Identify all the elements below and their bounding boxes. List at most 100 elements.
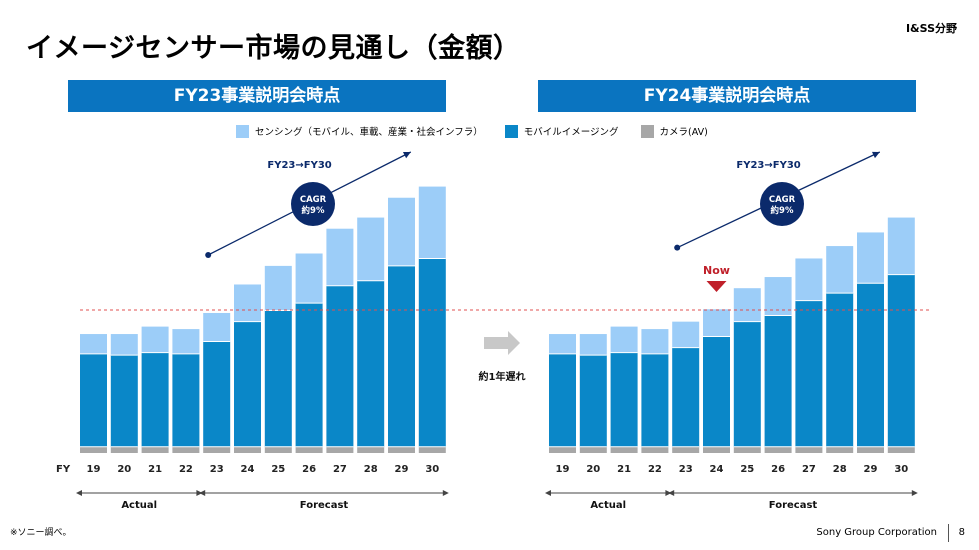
fy24-bar-19-series-0 xyxy=(549,446,576,453)
fy23-bar-27-series-1 xyxy=(326,285,354,447)
fy24-cagr-value: 約9% xyxy=(771,205,794,216)
legend-label-sensing: センシング（モバイル、車載、産業・社会インフラ） xyxy=(255,127,483,138)
fy24-bar-26-series-0 xyxy=(764,446,792,453)
fy24-bar-27-series-0 xyxy=(795,446,823,453)
fy23-bar-27-series-0 xyxy=(326,446,354,453)
fy23-tick-label-29: 29 xyxy=(395,464,409,475)
delay-arrow-icon xyxy=(484,331,520,355)
fy23-bar-28-series-0 xyxy=(357,446,385,453)
legend-label-mobile: モバイルイメージング xyxy=(523,127,619,138)
fy23-bar-29-series-2 xyxy=(388,197,415,266)
fy23-bar-23-series-0 xyxy=(203,446,231,453)
fy24-tick-label-25: 25 xyxy=(740,464,754,475)
fy23-period-label-1: Forecast xyxy=(300,500,349,511)
fy24-bar-23-series-1 xyxy=(672,347,700,447)
fy24-bar-30-series-2 xyxy=(887,217,915,275)
fy24-tick-label-22: 22 xyxy=(648,464,662,475)
fy24-tick-label-19: 19 xyxy=(556,464,570,475)
legend-label-camera: カメラ(AV) xyxy=(659,127,708,138)
fy23-tick-label-30: 30 xyxy=(425,464,439,475)
fy24-bar-30-series-0 xyxy=(887,446,915,453)
fy23-bar-19-series-0 xyxy=(80,446,107,453)
fy23-bar-21-series-0 xyxy=(141,446,169,453)
fy24-tick-label-29: 29 xyxy=(864,464,878,475)
fy24-bar-29-series-1 xyxy=(857,283,884,447)
fy23-bar-24-series-1 xyxy=(234,321,261,447)
fy23-bar-30-series-1 xyxy=(418,258,446,447)
fy23-bar-29-series-0 xyxy=(388,446,415,453)
fy23-bar-25-series-2 xyxy=(264,265,292,311)
fy24-bar-24-series-1 xyxy=(703,336,730,447)
fy23-bar-22-series-0 xyxy=(172,446,200,453)
legend: センシング（モバイル、車載、産業・社会インフラ） モバイルイメージング カメラ(… xyxy=(236,124,730,138)
fy23-bar-26-series-1 xyxy=(295,303,323,447)
fy23-bar-23-series-2 xyxy=(203,312,231,342)
delay-label: 約1年遅れ xyxy=(479,370,526,383)
fy24-bar-25-series-1 xyxy=(733,321,761,447)
footnote: ※ソニー調べ。 xyxy=(10,528,72,538)
fy23-bar-20-series-2 xyxy=(110,334,138,356)
fy24-period-label-0: Actual xyxy=(590,500,626,511)
fy24-bar-25-series-0 xyxy=(733,446,761,453)
fy24-tick-label-20: 20 xyxy=(586,464,600,475)
fy24-tick-label-23: 23 xyxy=(679,464,693,475)
fy24-tick-label-27: 27 xyxy=(802,464,816,475)
fy23-bar-28-series-1 xyxy=(357,280,385,447)
fy23-tick-label-26: 26 xyxy=(302,464,316,475)
chart-fy23: 19 20 21 22 23 24 25 26 27 28 29 30 FY Actual Forecast… xyxy=(56,151,449,511)
fy24-bar-23-series-2 xyxy=(672,321,700,348)
legend-swatch-sensing xyxy=(236,124,249,138)
legend-swatch-mobile xyxy=(504,124,518,138)
legend-swatch-camera xyxy=(640,124,654,138)
fy23-bar-27-series-2 xyxy=(326,228,354,286)
fy24-bar-20-series-0 xyxy=(579,446,607,453)
fy24-tick-label-24: 24 xyxy=(710,464,724,475)
footer-divider xyxy=(948,524,949,542)
fy24-arrow-label: FY23→FY30 xyxy=(736,160,800,171)
fy24-bar-27-series-2 xyxy=(795,258,823,301)
left-panel-header: FY23事業説明会時点 xyxy=(68,80,446,112)
chart-fy24: 19 20 21 22 23 24 25 26 27 28 29 30 Actual Forecast FY… xyxy=(545,151,918,511)
fy24-bar-19-series-1 xyxy=(549,353,576,447)
fy24-bar-22-series-1 xyxy=(641,353,669,447)
fy23-tick-label-21: 21 xyxy=(148,464,162,475)
fy23-bar-24-series-2 xyxy=(234,284,261,322)
fy23-bar-26-series-0 xyxy=(295,446,323,453)
fy24-bar-22-series-0 xyxy=(641,446,669,453)
fy24-bar-28-series-1 xyxy=(826,293,854,447)
fy23-bar-29-series-1 xyxy=(388,265,415,447)
corporation-name: Sony Group Corporation xyxy=(816,527,937,538)
fy23-bar-20-series-1 xyxy=(110,355,138,447)
fy24-tick-label-30: 30 xyxy=(894,464,908,475)
fy23-x-axis-label: FY xyxy=(56,464,71,475)
fy23-tick-label-23: 23 xyxy=(210,464,224,475)
fy23-bar-26-series-2 xyxy=(295,253,323,304)
division-label: I&SS分野 xyxy=(905,22,957,35)
fy24-bar-28-series-0 xyxy=(826,446,854,453)
legend-item-camera: カメラ(AV) xyxy=(640,124,708,138)
fy24-now-label: Now xyxy=(703,264,730,277)
fy23-bar-21-series-1 xyxy=(141,352,169,447)
fy24-bar-29-series-0 xyxy=(857,446,884,453)
fy24-bar-28-series-2 xyxy=(826,246,854,294)
fy24-bar-24-series-0 xyxy=(703,446,730,453)
fy24-period-forecast: Forecast xyxy=(668,490,918,511)
fy24-tick-label-26: 26 xyxy=(771,464,785,475)
fy23-tick-label-19: 19 xyxy=(87,464,101,475)
fy23-tick-label-24: 24 xyxy=(241,464,255,475)
fy23-bar-28-series-2 xyxy=(357,217,385,281)
right-panel-header: FY24事業説明会時点 xyxy=(538,80,916,112)
fy24-period-actual: Actual xyxy=(545,490,672,511)
fy23-arrow-label: FY23→FY30 xyxy=(267,160,331,171)
fy23-tick-label-27: 27 xyxy=(333,464,347,475)
fy24-bar-20-series-2 xyxy=(579,334,607,356)
fy23-bar-25-series-1 xyxy=(264,310,292,447)
fy24-bar-19-series-2 xyxy=(549,334,576,354)
fy23-bar-24-series-0 xyxy=(234,446,261,453)
fy23-bar-25-series-0 xyxy=(264,446,292,453)
fy23-tick-label-28: 28 xyxy=(364,464,378,475)
fy24-bar-25-series-2 xyxy=(733,288,761,322)
fy23-bar-30-series-0 xyxy=(418,446,446,453)
fy23-bar-19-series-1 xyxy=(80,353,107,447)
